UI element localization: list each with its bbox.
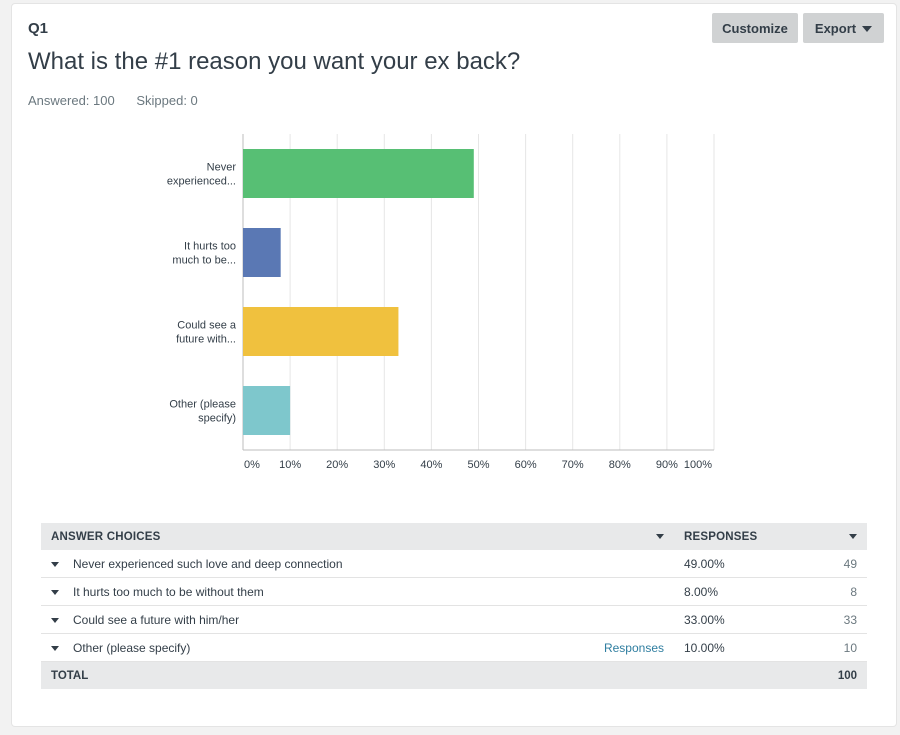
answer-choice-label: Never experienced such love and deep con… — [73, 556, 343, 571]
chart-bar[interactable] — [243, 149, 474, 198]
response-percent: 33.00% — [674, 605, 814, 634]
skipped-count: Skipped: 0 — [136, 93, 198, 108]
total-row: TOTAL 100 — [41, 661, 867, 689]
chart-bars — [243, 149, 474, 435]
chart-category-labels: Never experienced... It hurts too much to b… — [167, 162, 237, 425]
sort-caret-icon — [656, 533, 664, 539]
answer-choice-label: It hurts too much to be without them — [73, 584, 264, 599]
category-label: Never experienced... — [167, 162, 236, 188]
x-tick-label: 80% — [609, 459, 631, 471]
question-number: Q1 — [28, 20, 49, 37]
bar-chart: Never experienced... It hurts too much to b… — [167, 134, 715, 471]
category-label: Other (please specify) — [169, 399, 236, 425]
answer-choice-label: Other (please specify) — [73, 640, 191, 655]
response-count: 33 — [814, 605, 867, 634]
export-label: Export — [814, 20, 857, 36]
responses-header-label: RESPONSES — [684, 530, 758, 543]
x-tick-label: 90% — [656, 459, 678, 471]
total-label: TOTAL — [41, 661, 674, 689]
x-tick-label: 20% — [326, 459, 348, 471]
x-tick-label: 70% — [562, 459, 584, 471]
total-count: 100 — [814, 661, 867, 689]
table-row: It hurts too much to be without them 8.0… — [41, 577, 867, 606]
expand-caret-icon[interactable] — [51, 617, 59, 623]
question-card: Q1 What is the #1 reason you want your e… — [12, 4, 896, 726]
expand-caret-icon[interactable] — [51, 589, 59, 595]
chart-bar[interactable] — [243, 228, 281, 277]
expand-caret-icon[interactable] — [51, 561, 59, 567]
response-count: 8 — [814, 577, 867, 606]
x-tick-label: 30% — [373, 459, 395, 471]
answer-choice-label: Could see a future with him/her — [73, 612, 240, 627]
x-tick-label: 50% — [467, 459, 489, 471]
table-row: Could see a future with him/her 33.00% 3… — [41, 605, 867, 634]
answered-count: Answered: 100 — [28, 93, 115, 108]
responses-link[interactable]: Responses — [603, 640, 664, 655]
x-tick-label: 40% — [420, 459, 442, 471]
response-percent: 49.00% — [674, 550, 814, 578]
caret-down-icon — [862, 26, 873, 33]
x-tick-label: 10% — [279, 459, 301, 471]
response-stats: Answered: 100 Skipped: 0 — [28, 93, 216, 108]
category-label: Could see a future with... — [176, 320, 237, 346]
answer-choices-header-label: ANSWER CHOICES — [51, 530, 161, 543]
question-title: What is the #1 reason you want your ex b… — [28, 48, 521, 75]
response-percent: 8.00% — [674, 577, 814, 606]
table-row: Never experienced such love and deep con… — [41, 550, 867, 578]
customize-label: Customize — [722, 20, 788, 36]
table-row: Other (please specify) Responses 10.00% 1… — [41, 633, 867, 662]
x-tick-label: 60% — [515, 459, 537, 471]
response-percent: 10.00% — [674, 633, 814, 662]
answer-choices-header[interactable]: ANSWER CHOICES — [41, 523, 674, 550]
response-count: 49 — [814, 550, 867, 578]
chart-bar[interactable] — [243, 386, 291, 435]
category-label: It hurts too much to be... — [172, 241, 236, 267]
answers-table: ANSWER CHOICES RESPONSES Never experienc… — [41, 523, 867, 689]
customize-button[interactable]: Customize — [712, 13, 798, 43]
response-count: 10 — [814, 633, 867, 662]
chart-tick-labels: 0% 10% 20% 30% 40% 50% 60% 70% 80% 90% 100% — [244, 459, 712, 471]
x-tick-label: 0% — [244, 459, 260, 471]
expand-caret-icon[interactable] — [51, 645, 59, 651]
export-button[interactable]: Export — [803, 13, 884, 43]
x-tick-label: 100% — [684, 459, 712, 471]
responses-header[interactable]: RESPONSES — [674, 523, 867, 550]
sort-caret-icon — [849, 533, 857, 539]
chart-bar[interactable] — [243, 307, 399, 356]
